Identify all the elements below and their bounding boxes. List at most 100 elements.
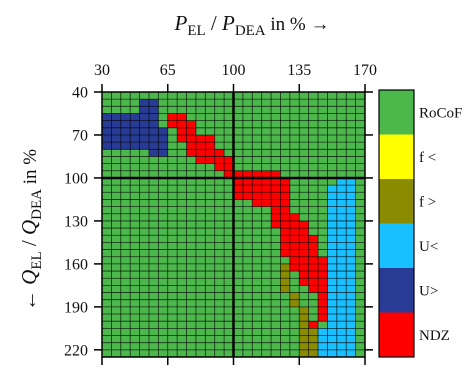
heatmap-cell [318,285,328,293]
heatmap-cell [148,306,159,315]
heatmap-cell [148,349,159,358]
heatmap-cell [186,199,197,207]
heatmap-cell [242,127,253,136]
heatmap-cell [120,228,131,236]
heatmap-cell [289,342,300,351]
heatmap-cell [205,199,216,207]
heatmap-cell [167,249,178,258]
heatmap-cell [224,220,234,229]
heatmap-cell [177,177,187,186]
heatmap-cell [261,199,272,207]
heatmap-cell [102,199,112,207]
heatmap-cell [214,271,225,279]
heatmap-cell [177,134,187,143]
heatmap-cell [327,142,338,150]
heatmap-cell [139,299,150,308]
heatmap-cell [120,349,131,358]
heatmap-cell [167,321,178,329]
heatmap-cell [327,149,338,157]
heatmap-cell [271,249,281,258]
heatmap-cell [167,192,178,200]
heatmap-cell [186,192,197,200]
heatmap-cell [261,106,272,114]
heatmap-cell [318,170,328,179]
heatmap-cell [242,235,253,243]
heatmap-cell [280,127,291,136]
heatmap-cell [177,120,187,129]
heatmap-cell [280,213,291,222]
heatmap-cell [308,249,319,258]
heatmap-cell [346,249,356,258]
heatmap-cell [233,106,244,114]
heatmap-cell [242,199,253,207]
heatmap-cell [233,156,244,164]
heatmap-cell [130,335,140,343]
heatmap-cell [252,170,262,179]
heatmap-cell [252,328,262,336]
heatmap-cell [261,206,272,215]
heatmap-cell [355,177,366,186]
heatmap-cell [214,285,225,293]
heatmap-cell [233,127,244,136]
heatmap-cell [242,120,253,129]
heatmap-cell [280,149,291,157]
heatmap-cell [280,156,291,164]
heatmap-cell [120,163,131,172]
heatmap-cell [120,321,131,329]
heatmap-cell [336,342,347,351]
heatmap-cell [205,149,216,157]
heatmap-cell [271,99,281,107]
heatmap-cell [177,242,187,250]
heatmap-cell [177,292,187,300]
heatmap-cell [205,342,216,351]
x-title-sep: / [206,11,222,35]
heatmap-cell [271,292,281,300]
heatmap-cell [336,314,347,322]
heatmap-cell [261,242,272,250]
heatmap-cell [336,113,347,121]
heatmap-cell [120,306,131,315]
heatmap-cell [299,285,309,293]
heatmap-cell [327,156,338,164]
heatmap-cell [280,235,291,243]
heatmap-cell [148,156,159,164]
heatmap-cell [289,156,300,164]
heatmap-cell [111,192,122,200]
heatmap-cell [233,335,244,343]
x-tick-label: 170 [353,62,377,79]
heatmap-cell [308,170,319,179]
heatmap-cell [261,249,272,258]
heatmap-cell [355,242,366,250]
heatmap-cell [148,263,159,272]
heatmap-cell [130,271,140,279]
heatmap-cell [102,156,112,164]
heatmap-cell [158,170,169,179]
heatmap-cell [271,242,281,250]
heatmap-cell [224,99,234,107]
heatmap-cell [139,220,150,229]
heatmap-cell [214,113,225,121]
heatmap-cell [139,271,150,279]
heatmap-cell [233,99,244,107]
heatmap-cell [167,278,178,286]
heatmap-cell [299,92,309,100]
heatmap-cell [299,314,309,322]
heatmap-cell [289,235,300,243]
heatmap-cell [327,342,338,351]
heatmap-cell [111,120,122,129]
heatmap-cell [214,213,225,222]
heatmap-cell [158,177,169,186]
heatmap-cell [139,142,150,150]
heatmap-cell [205,220,216,229]
heatmap-cell [177,163,187,172]
heatmap-cell [139,263,150,272]
heatmap-cell [252,242,262,250]
heatmap-cell [318,92,328,100]
heatmap-cell [327,213,338,222]
heatmap-cell [186,156,197,164]
heatmap-cell [111,163,122,172]
heatmap-cell [111,220,122,229]
heatmap-cell [233,228,244,236]
heatmap-cell [214,228,225,236]
heatmap-cell [355,314,366,322]
